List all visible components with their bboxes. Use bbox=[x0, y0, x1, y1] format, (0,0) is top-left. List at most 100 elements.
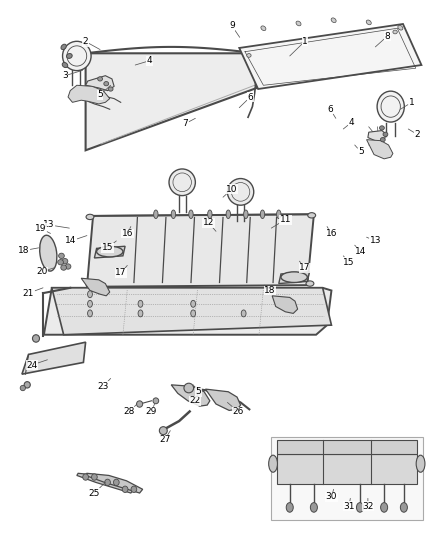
Text: 14: 14 bbox=[354, 245, 366, 256]
Ellipse shape bbox=[260, 26, 265, 30]
Polygon shape bbox=[85, 53, 258, 150]
Ellipse shape bbox=[62, 41, 91, 70]
Text: 5: 5 bbox=[193, 385, 201, 396]
Ellipse shape bbox=[103, 82, 109, 86]
Polygon shape bbox=[366, 140, 392, 159]
Text: 9: 9 bbox=[228, 21, 239, 37]
Text: 17: 17 bbox=[115, 265, 127, 277]
Ellipse shape bbox=[96, 246, 123, 257]
Ellipse shape bbox=[104, 479, 110, 486]
Text: 24: 24 bbox=[26, 360, 47, 369]
Ellipse shape bbox=[62, 259, 67, 264]
Text: 7: 7 bbox=[182, 118, 195, 128]
Ellipse shape bbox=[295, 21, 300, 26]
Polygon shape bbox=[205, 389, 240, 410]
Ellipse shape bbox=[188, 210, 193, 219]
Text: 13: 13 bbox=[43, 221, 69, 229]
Polygon shape bbox=[87, 214, 313, 287]
Text: 19: 19 bbox=[35, 224, 50, 233]
Ellipse shape bbox=[226, 210, 230, 219]
Text: 26: 26 bbox=[227, 402, 243, 416]
Ellipse shape bbox=[113, 479, 119, 486]
Text: 27: 27 bbox=[159, 431, 170, 444]
Ellipse shape bbox=[241, 310, 245, 317]
Text: 15: 15 bbox=[343, 256, 354, 266]
Text: 18: 18 bbox=[264, 285, 275, 295]
Ellipse shape bbox=[138, 310, 143, 317]
Polygon shape bbox=[52, 288, 331, 335]
Ellipse shape bbox=[32, 335, 39, 342]
Ellipse shape bbox=[169, 169, 195, 196]
Ellipse shape bbox=[356, 503, 363, 512]
Ellipse shape bbox=[39, 235, 57, 271]
Ellipse shape bbox=[286, 503, 293, 512]
Text: 11: 11 bbox=[271, 215, 290, 228]
Ellipse shape bbox=[59, 253, 64, 259]
Ellipse shape bbox=[152, 398, 159, 404]
Ellipse shape bbox=[97, 77, 102, 81]
Polygon shape bbox=[68, 85, 110, 104]
Ellipse shape bbox=[378, 126, 384, 130]
Ellipse shape bbox=[67, 53, 72, 59]
FancyBboxPatch shape bbox=[271, 437, 422, 520]
Ellipse shape bbox=[365, 20, 371, 25]
Text: 16: 16 bbox=[325, 227, 336, 238]
Ellipse shape bbox=[61, 44, 66, 50]
Ellipse shape bbox=[58, 260, 64, 265]
Ellipse shape bbox=[82, 474, 88, 480]
Text: 1: 1 bbox=[289, 37, 307, 56]
Ellipse shape bbox=[60, 265, 67, 270]
Text: 1: 1 bbox=[399, 98, 414, 109]
Polygon shape bbox=[94, 246, 125, 258]
Polygon shape bbox=[85, 473, 142, 493]
Polygon shape bbox=[77, 473, 134, 493]
Ellipse shape bbox=[310, 503, 317, 512]
Text: 14: 14 bbox=[65, 236, 87, 245]
Ellipse shape bbox=[379, 138, 385, 142]
Ellipse shape bbox=[276, 210, 280, 219]
Text: 10: 10 bbox=[223, 185, 237, 197]
Polygon shape bbox=[85, 76, 114, 91]
Ellipse shape bbox=[227, 179, 253, 205]
Text: 28: 28 bbox=[124, 404, 137, 416]
Polygon shape bbox=[22, 342, 85, 374]
Ellipse shape bbox=[380, 503, 387, 512]
Ellipse shape bbox=[86, 214, 94, 220]
Text: 21: 21 bbox=[23, 288, 43, 297]
Text: 2: 2 bbox=[407, 129, 419, 139]
Ellipse shape bbox=[382, 132, 387, 136]
Text: 17: 17 bbox=[299, 261, 310, 272]
Ellipse shape bbox=[415, 455, 424, 472]
Text: 25: 25 bbox=[88, 482, 105, 497]
Ellipse shape bbox=[307, 213, 315, 218]
Text: 12: 12 bbox=[202, 219, 215, 231]
Polygon shape bbox=[272, 296, 297, 313]
Ellipse shape bbox=[280, 272, 307, 282]
Ellipse shape bbox=[136, 401, 142, 407]
Ellipse shape bbox=[153, 210, 158, 219]
Text: 8: 8 bbox=[374, 32, 389, 47]
Polygon shape bbox=[276, 440, 416, 454]
Text: 16: 16 bbox=[121, 227, 133, 238]
Ellipse shape bbox=[62, 62, 67, 68]
Polygon shape bbox=[239, 24, 420, 89]
Ellipse shape bbox=[24, 382, 30, 388]
Text: 2: 2 bbox=[83, 37, 100, 50]
Ellipse shape bbox=[399, 503, 406, 512]
Ellipse shape bbox=[392, 30, 396, 34]
Polygon shape bbox=[367, 131, 385, 142]
Text: 20: 20 bbox=[36, 268, 55, 276]
Ellipse shape bbox=[108, 87, 113, 91]
Ellipse shape bbox=[246, 53, 251, 58]
Ellipse shape bbox=[87, 301, 92, 307]
Ellipse shape bbox=[330, 18, 336, 22]
Text: 32: 32 bbox=[361, 498, 373, 511]
Ellipse shape bbox=[184, 383, 193, 393]
Text: 13: 13 bbox=[366, 237, 380, 245]
Polygon shape bbox=[81, 278, 110, 296]
Ellipse shape bbox=[131, 486, 137, 492]
Text: 29: 29 bbox=[145, 404, 157, 416]
Text: 4: 4 bbox=[343, 118, 353, 129]
Text: 4: 4 bbox=[135, 56, 152, 65]
Polygon shape bbox=[276, 454, 416, 484]
